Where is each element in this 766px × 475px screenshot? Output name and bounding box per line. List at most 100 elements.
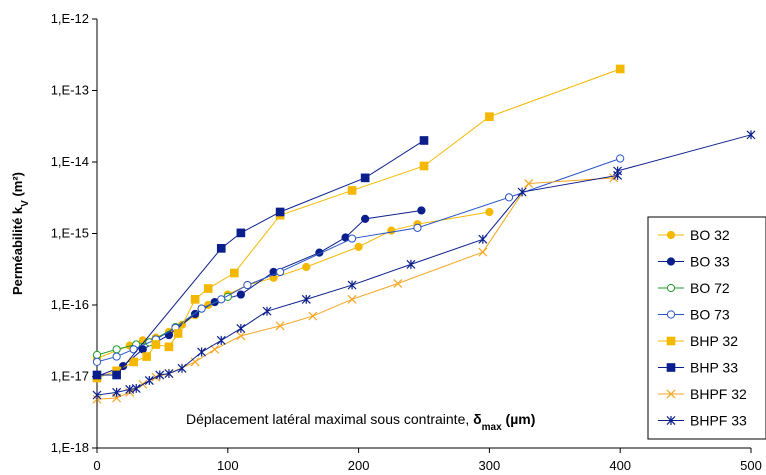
x-axis-annotation: Déplacement latéral maximal sous contrai… — [186, 411, 535, 433]
data-point — [112, 387, 122, 397]
data-point — [308, 311, 318, 321]
data-point — [615, 64, 625, 74]
y-tick-label: 1,E-12 — [51, 11, 89, 26]
data-point — [524, 179, 534, 188]
legend-label: BHPF 32 — [690, 386, 747, 402]
data-point — [347, 186, 357, 195]
data-point — [210, 344, 220, 354]
data-point — [417, 206, 426, 215]
legend-item: BO 73 — [658, 307, 730, 323]
data-point — [413, 223, 422, 232]
data-point — [203, 284, 213, 293]
x-tick-label: 500 — [740, 458, 762, 473]
x-tick-label: 400 — [609, 458, 631, 473]
legend-item: BHPF 32 — [658, 386, 747, 402]
data-point — [92, 370, 102, 380]
legend-swatch-marker — [666, 336, 676, 346]
series-bo-73 — [92, 154, 625, 367]
legend-item: BO 33 — [658, 254, 730, 270]
series-bhpf-33 — [92, 130, 756, 400]
data-point — [302, 262, 311, 272]
data-point — [190, 357, 200, 367]
data-point — [478, 247, 488, 257]
data-point — [347, 294, 357, 304]
legend-label: BHP 32 — [690, 333, 738, 349]
data-point — [217, 295, 226, 304]
data-point — [347, 234, 357, 243]
data-point — [173, 329, 183, 338]
legend-box — [647, 216, 766, 440]
y-tick-label: 1,E-16 — [51, 297, 89, 312]
y-tick-label: 1,E-17 — [51, 369, 89, 384]
data-point — [129, 357, 138, 367]
data-point — [92, 357, 102, 367]
x-tick-label: 200 — [348, 458, 370, 473]
data-point — [360, 173, 370, 183]
data-point — [177, 363, 187, 373]
data-point — [301, 294, 311, 304]
data-point — [504, 193, 514, 202]
data-point — [131, 384, 141, 393]
legend-swatch-marker — [666, 416, 676, 425]
data-point — [236, 323, 246, 333]
data-point — [419, 136, 429, 145]
y-tick-label: 1,E-13 — [51, 83, 89, 98]
data-point — [616, 154, 625, 163]
data-point — [164, 369, 174, 379]
legend-item: BHPF 33 — [658, 413, 747, 429]
data-point — [262, 306, 272, 316]
data-point — [485, 112, 494, 122]
x-tick-label: 100 — [217, 458, 239, 473]
data-point — [275, 207, 285, 217]
legend-label: BHPF 33 — [690, 413, 747, 429]
data-point — [112, 352, 121, 361]
data-point — [112, 345, 121, 354]
data-point — [92, 390, 102, 400]
legend-item: BHP 33 — [658, 360, 738, 376]
data-point — [190, 295, 200, 304]
y-axis-label: Perméabilité kV (m²) — [10, 172, 31, 295]
legend-swatch-marker — [666, 230, 676, 240]
x-tick-label: 0 — [93, 458, 100, 473]
data-point — [155, 370, 165, 380]
data-point — [230, 268, 239, 278]
legend-label: BO 73 — [690, 307, 730, 323]
data-point — [276, 267, 285, 277]
data-point — [485, 207, 494, 217]
legend-swatch-marker — [666, 257, 676, 266]
series-bhp-33 — [92, 136, 429, 380]
legend-item: BHP 32 — [658, 333, 738, 349]
data-point — [197, 304, 206, 313]
data-point — [613, 166, 623, 176]
data-point — [406, 259, 416, 269]
data-point — [216, 244, 226, 253]
legend-label: BO 32 — [690, 227, 730, 243]
data-point — [92, 350, 102, 360]
series-line — [97, 140, 425, 376]
data-point — [746, 130, 756, 140]
legend-swatch-marker — [666, 310, 676, 319]
legend-item: BO 72 — [658, 280, 730, 296]
data-point — [361, 214, 370, 224]
y-tick-label: 1,E-18 — [51, 440, 89, 455]
data-point — [236, 290, 245, 299]
data-point — [151, 340, 161, 349]
x-tick-label: 300 — [479, 458, 501, 473]
legend-label: BHP 33 — [690, 360, 738, 376]
data-point — [354, 242, 363, 251]
legend-swatch-marker — [666, 389, 676, 399]
legend-item: BO 32 — [658, 227, 730, 243]
series-layer — [92, 64, 756, 404]
data-point — [243, 280, 252, 290]
data-point — [236, 331, 246, 341]
axes: 1,E-12 1,E-13 1,E-14 1,E-15 1,E-16 1,E-17 1,E-… — [51, 11, 762, 473]
data-point — [197, 347, 207, 357]
data-point — [275, 321, 285, 331]
legend-swatch-marker — [666, 363, 676, 372]
data-point — [216, 335, 226, 345]
data-point — [164, 342, 174, 352]
data-point — [144, 375, 154, 385]
data-point — [236, 228, 246, 238]
legend-label: BO 72 — [690, 280, 730, 296]
